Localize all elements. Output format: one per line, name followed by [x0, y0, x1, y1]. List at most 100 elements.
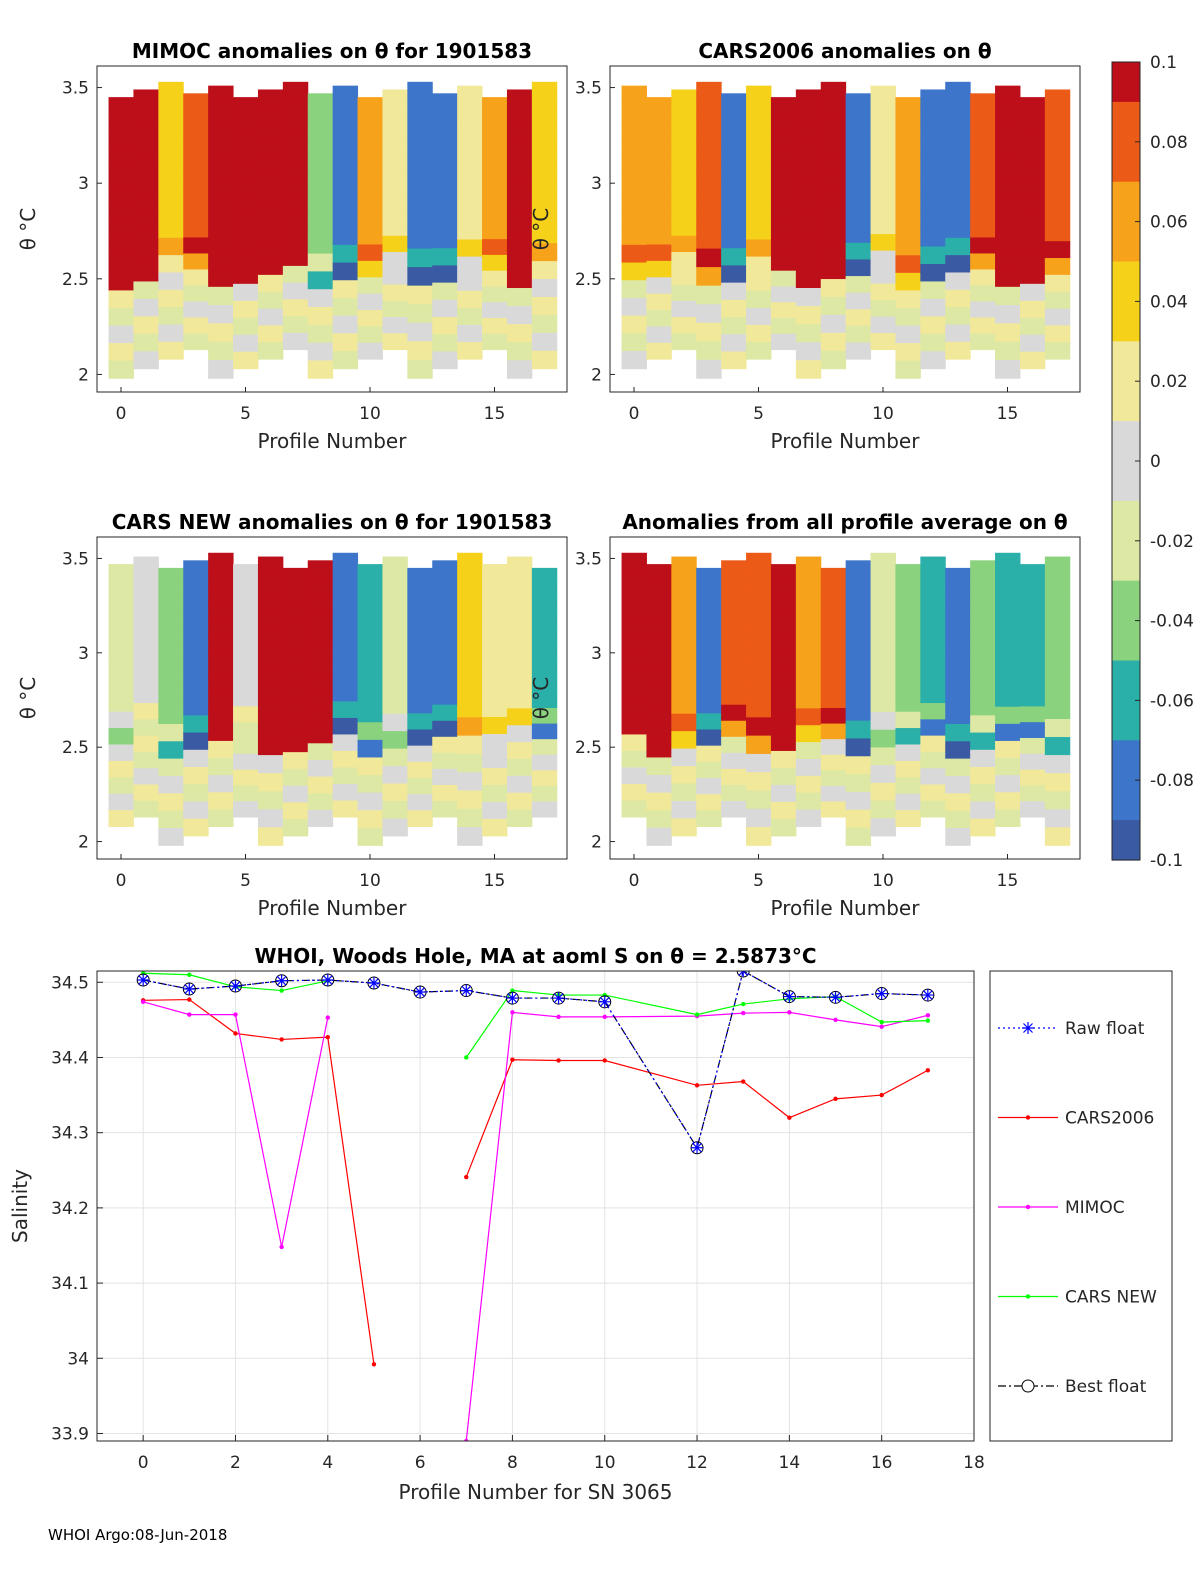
- heatmap-cell: [482, 318, 508, 335]
- heatmap-cell: [795, 342, 822, 361]
- heatmap-cell: [282, 98, 309, 116]
- heatmap-cell: [820, 614, 847, 631]
- heatmap-cell: [845, 226, 872, 244]
- heatmap-cell: [795, 775, 822, 794]
- heatmap-cell: [995, 359, 1021, 379]
- heatmap-cell: [506, 288, 533, 307]
- data-point: [371, 1362, 377, 1367]
- data-point: [875, 987, 888, 1000]
- heatmap-cell: [820, 599, 847, 616]
- heatmap-cell: [1019, 627, 1046, 644]
- y-tick-label: 2.5: [575, 738, 602, 758]
- heatmap-cell: [721, 110, 747, 129]
- heatmap-cell: [208, 758, 234, 776]
- heatmap-cell: [531, 99, 558, 119]
- heatmap-cell: [995, 158, 1021, 178]
- heatmap-cell: [208, 158, 234, 178]
- heatmap-cell: [457, 342, 483, 360]
- heatmap-cell: [482, 302, 508, 319]
- heatmap-cell: [671, 556, 697, 575]
- heatmap-cell: [108, 272, 134, 291]
- heatmap-cell: [208, 809, 234, 827]
- x-tick-label: 4: [322, 1453, 333, 1473]
- heatmap-cell: [357, 792, 383, 811]
- data-point: [741, 1001, 746, 1007]
- colorbar-segment: [1112, 740, 1140, 761]
- heatmap-cell: [870, 605, 896, 625]
- heatmap-cell: [307, 809, 334, 827]
- heatmap-cell: [531, 739, 558, 756]
- heatmap-cell: [257, 664, 284, 684]
- heatmap-cell: [432, 560, 458, 577]
- heatmap-cell: [671, 138, 697, 155]
- heatmap-cell: [133, 124, 159, 143]
- heatmap-cell: [746, 324, 772, 343]
- heatmap-cell: [257, 827, 284, 846]
- data-point: [187, 997, 192, 1002]
- heatmap-cell: [506, 708, 533, 726]
- heatmap-cell: [746, 571, 772, 590]
- heatmap-cell: [233, 283, 259, 302]
- heatmap-cell: [970, 317, 996, 335]
- colorbar-segment: [1112, 441, 1140, 462]
- heatmap-cell: [233, 690, 259, 707]
- heatmap-cell: [795, 251, 822, 271]
- colorbar-segment: [1112, 301, 1140, 322]
- heatmap-cell: [457, 607, 483, 627]
- data-point: [510, 988, 515, 993]
- y-tick-label: 3.5: [62, 549, 89, 569]
- data-point: [691, 1141, 704, 1154]
- heatmap-cell: [332, 701, 359, 719]
- heatmap-cell: [895, 629, 921, 647]
- heatmap-cell: [208, 775, 234, 793]
- heatmap-cell: [696, 777, 722, 795]
- heatmap-cell: [746, 625, 772, 645]
- heatmap-cell: [407, 155, 433, 175]
- heatmap-cell: [621, 85, 647, 104]
- heatmap-cell: [995, 586, 1021, 605]
- x-tick-label: 15: [484, 871, 506, 891]
- heatmap-cell: [108, 777, 134, 795]
- heatmap-cars-new: 0 5 10 15 3.5 3 2.5 2 CARS NEW anomalies on θ fo…: [16, 510, 568, 920]
- salinity-line-chart: 0 2 4 6 8 10 12 14 16 18 34.5 34.4 34.3 34.2 34.1 34 33.…: [8, 944, 1173, 1504]
- data-point: [787, 1010, 792, 1015]
- y-tick-label: 34.5: [51, 973, 89, 993]
- heatmap-cell: [183, 698, 209, 716]
- heatmap-cell: [307, 643, 334, 661]
- heatmap-cell: [382, 138, 408, 155]
- heatmap-cell: [970, 577, 996, 596]
- heatmap-cell: [970, 749, 996, 768]
- heatmap-cell: [1019, 249, 1046, 268]
- heatmap-cell: [870, 800, 896, 819]
- heatmap-cell: [696, 584, 722, 601]
- colorbar-segment: [1112, 720, 1140, 741]
- heatmap-cell: [721, 299, 747, 318]
- y-axis-label: Salinity: [8, 1169, 32, 1243]
- heatmap-cell: [721, 317, 747, 335]
- heatmap-cell: [382, 170, 408, 188]
- heatmap-cell: [1044, 173, 1071, 192]
- heatmap-cell: [770, 683, 797, 701]
- heatmap-cell: [158, 827, 184, 846]
- heatmap-cell: [920, 89, 946, 108]
- heatmap-cell: [457, 273, 483, 292]
- heatmap-cell: [795, 233, 822, 253]
- heatmap-cell: [970, 189, 996, 206]
- x-tick-label: 10: [872, 871, 894, 891]
- heatmap-cell: [382, 268, 408, 286]
- heatmap-cell: [457, 136, 483, 155]
- heatmap-cell: [746, 644, 772, 663]
- heatmap-cell: [845, 209, 872, 227]
- heatmap-cell: [696, 648, 722, 666]
- heatmap-cell: [646, 616, 672, 635]
- heatmap-cell: [845, 259, 872, 277]
- heatmap-cell: [870, 283, 896, 301]
- heatmap-cell: [407, 713, 433, 730]
- heatmap-cell: [531, 81, 558, 101]
- heatmap-cell: [746, 119, 772, 138]
- heatmap-cell: [995, 177, 1021, 196]
- heatmap-cell: [233, 753, 259, 771]
- heatmap-cell: [671, 626, 697, 645]
- y-tick-label: 3: [591, 174, 602, 194]
- heatmap-cell: [920, 556, 946, 574]
